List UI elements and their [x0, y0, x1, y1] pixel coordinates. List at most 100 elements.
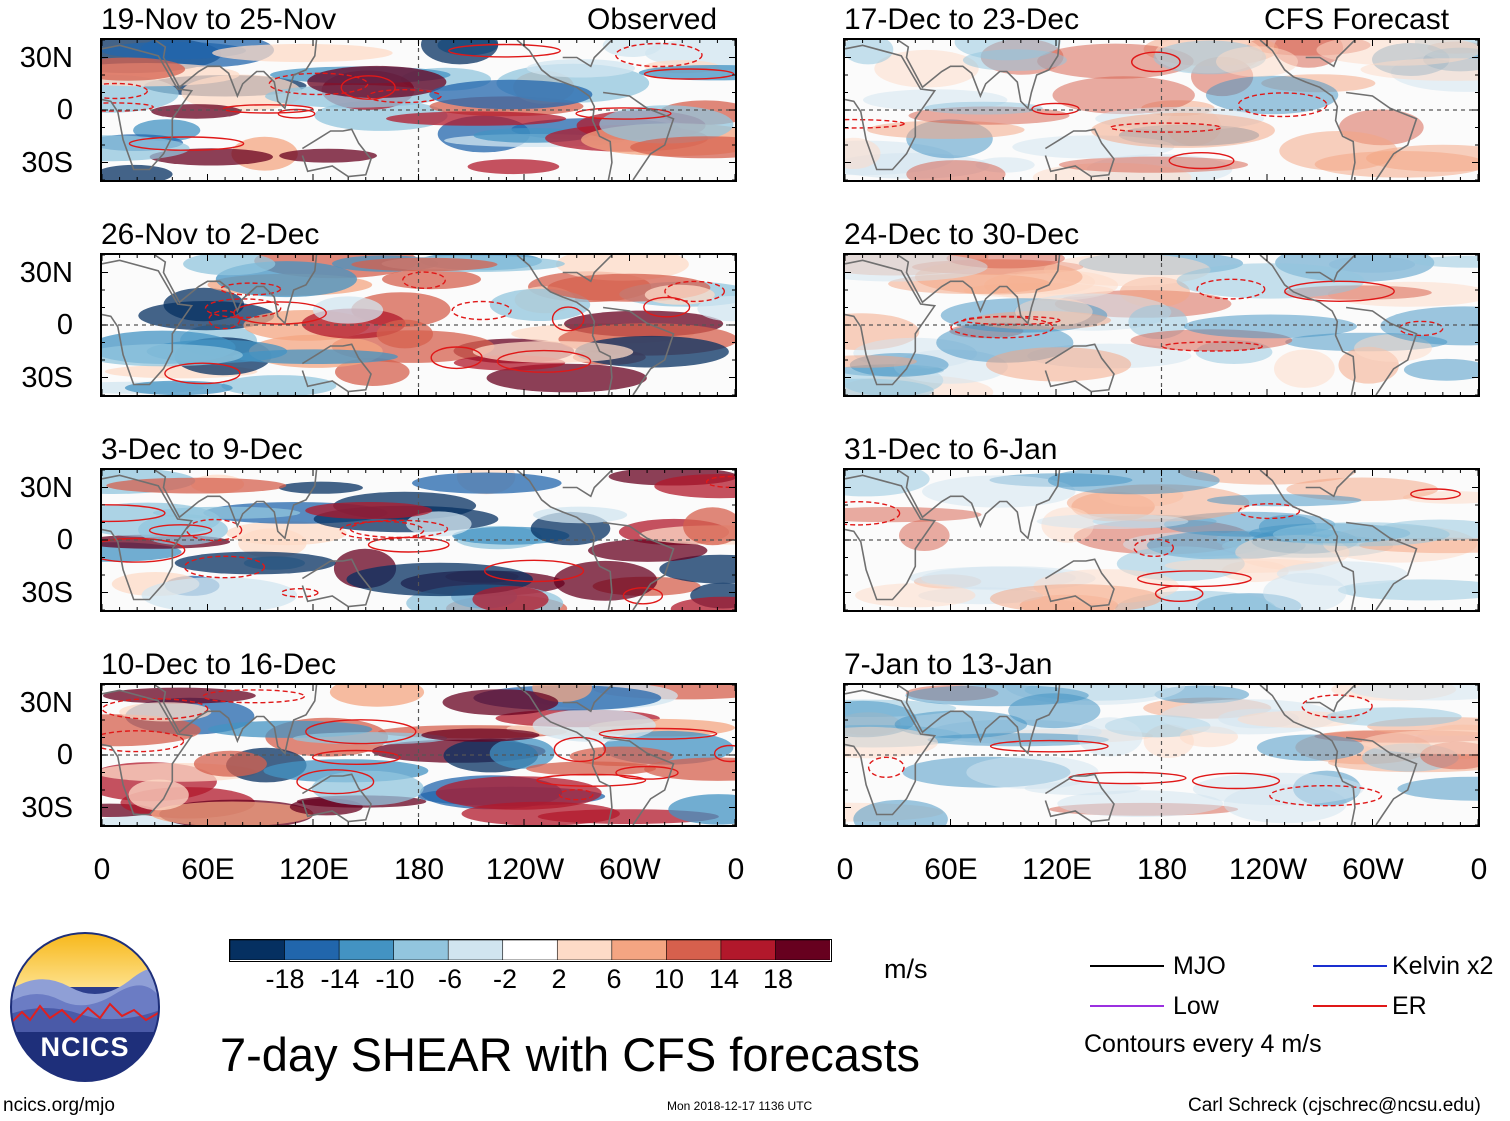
axis-ticks [102, 255, 735, 395]
map-panel-observed-4 [100, 683, 737, 827]
coastline-layer [102, 685, 675, 825]
coastline-layer [845, 470, 1418, 610]
panel-title: 26-Nov to 2-Dec [101, 218, 320, 251]
x-tick-label: 0 [836, 853, 854, 886]
colorbar-swatch [447, 939, 504, 961]
legend-mjo-label: MJO [1173, 952, 1226, 980]
axis-ticks [845, 685, 1478, 825]
legend-kelvin-label: Kelvin x2 [1392, 952, 1494, 980]
panel-title: 3-Dec to 9-Dec [101, 433, 303, 466]
observed-label: Observed [587, 3, 718, 36]
coastline-layer [102, 255, 675, 395]
legend-mjo-line [1090, 965, 1164, 967]
colorbar-label: -2 [492, 964, 517, 994]
colorbar-swatch [393, 939, 449, 961]
colorbar [229, 939, 832, 962]
y-tick-label: 30S [21, 577, 73, 609]
x-tick-label: 60W [599, 853, 661, 886]
x-tick-label: 120E [1021, 853, 1093, 886]
y-tick-label: 30S [21, 362, 73, 394]
map-panel-forecast-4 [843, 683, 1480, 827]
map-panel-observed-3 [100, 468, 737, 612]
panel-title: 17-Dec to 23-Dec [844, 3, 1080, 36]
x-tick-label: 0 [727, 853, 745, 886]
legend-er-line [1313, 1005, 1387, 1007]
colorbar-swatch [338, 939, 395, 961]
coastline-layer [102, 470, 675, 610]
x-tick-label: 0 [93, 853, 111, 886]
axis-ticks [102, 470, 735, 610]
legend-kelvin-line [1313, 965, 1387, 967]
x-tick-label: 180 [1136, 853, 1188, 886]
ncics-logo: NCICS [10, 932, 160, 1082]
panel-title: 31-Dec to 6-Jan [844, 433, 1058, 466]
contour-layer [845, 488, 1461, 603]
axis-ticks [102, 685, 735, 825]
x-tick-label: 0 [1470, 853, 1488, 886]
x-tick-label: 120W [485, 853, 565, 886]
coastline-layer [845, 685, 1418, 825]
y-tick-label: 30S [21, 147, 73, 179]
colorbar-swatch [556, 939, 613, 961]
y-tick-label: 30S [21, 792, 73, 824]
panel-title: 24-Dec to 30-Dec [844, 218, 1080, 251]
legend-er-label: ER [1392, 992, 1427, 1020]
footer-url[interactable]: ncics.org/mjo [3, 1095, 115, 1116]
y-tick-label: 0 [56, 524, 73, 556]
colorbar-swatch [229, 939, 286, 961]
map-panel-forecast-2 [843, 253, 1480, 397]
x-tick-label: 60W [1342, 853, 1404, 886]
axis-ticks [102, 40, 735, 180]
colorbar-swatch [611, 939, 668, 961]
colorbar-swatch [666, 939, 722, 961]
shading-layer [845, 40, 1478, 180]
colorbar-label: 6 [606, 964, 622, 994]
x-tick-label: 120E [278, 853, 350, 886]
colorbar-units: m/s [884, 954, 928, 984]
panel-title: 19-Nov to 25-Nov [101, 3, 337, 36]
colorbar-label: 14 [708, 964, 740, 994]
colorbar-swatch [284, 939, 340, 961]
legend-low-line [1090, 1005, 1164, 1007]
y-tick-label: 30N [19, 687, 73, 719]
logo-text: NCICS [40, 1032, 130, 1062]
footer-author: Carl Schreck (cjschrec@ncsu.edu) [1188, 1095, 1481, 1116]
y-tick-label: 30N [19, 257, 73, 289]
colorbar-label: -14 [320, 964, 360, 994]
coastline-layer [845, 255, 1418, 395]
map-panel-forecast-1 [843, 38, 1480, 182]
panel-title: 10-Dec to 16-Dec [101, 648, 337, 681]
x-tick-label: 60E [924, 853, 978, 886]
colorbar-swatch [720, 939, 777, 961]
colorbar-swatch [775, 939, 831, 961]
coastline-layer [845, 40, 1418, 180]
contour-layer [845, 51, 1328, 170]
x-tick-label: 60E [181, 853, 235, 886]
y-tick-label: 30N [19, 42, 73, 74]
shading-layer [845, 685, 1478, 825]
cfs-forecast-label: CFS Forecast [1264, 3, 1450, 36]
colorbar-swatch [502, 939, 559, 961]
coastline-layer [102, 40, 675, 180]
colorbar-label: -18 [265, 964, 305, 994]
contour-layer [867, 694, 1383, 807]
map-panel-forecast-3 [843, 468, 1480, 612]
contour-note: Contours every 4 m/s [1084, 1030, 1322, 1058]
x-tick-label: 180 [393, 853, 445, 886]
shading-layer [102, 255, 735, 395]
contour-layer [164, 271, 725, 385]
axis-ticks [845, 470, 1478, 610]
panel-title: 7-Jan to 13-Jan [844, 648, 1053, 681]
shading-layer [845, 255, 1478, 395]
y-tick-label: 0 [56, 309, 73, 341]
contour-layer [102, 42, 735, 151]
shading-layer [102, 470, 735, 610]
colorbar-label: -6 [437, 964, 462, 994]
x-tick-label: 120W [1228, 853, 1308, 886]
footer-timestamp: Mon 2018-12-17 1136 UTC [667, 1099, 813, 1113]
map-panel-observed-2 [100, 253, 737, 397]
y-tick-label: 0 [56, 94, 73, 126]
colorbar-label: 18 [762, 964, 794, 994]
colorbar-label: 10 [653, 964, 685, 994]
colorbar-label: -10 [375, 964, 415, 994]
